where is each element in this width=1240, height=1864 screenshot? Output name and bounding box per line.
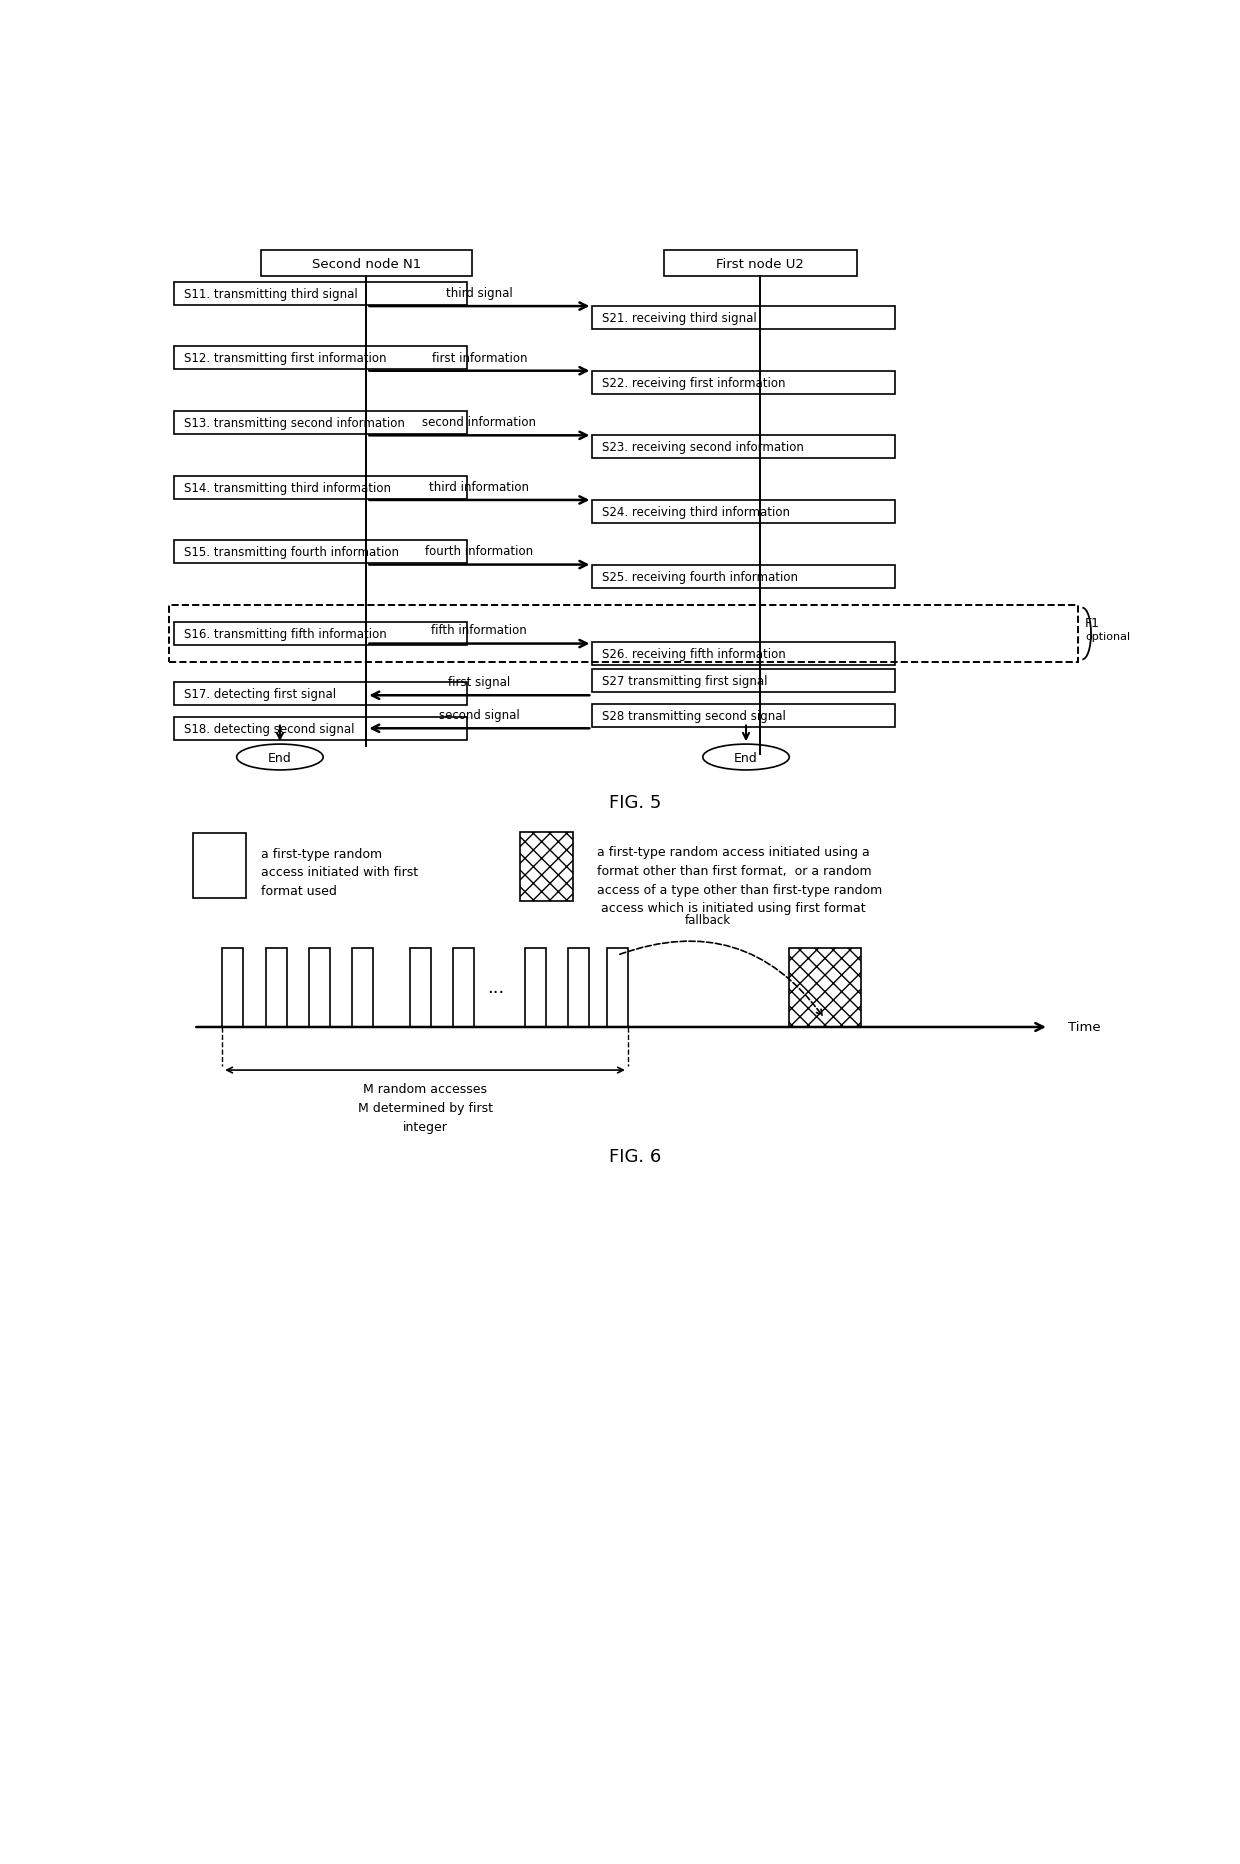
Ellipse shape bbox=[237, 746, 324, 770]
Text: format used: format used bbox=[260, 885, 336, 898]
Text: fourth information: fourth information bbox=[425, 544, 533, 557]
Text: a first-type random: a first-type random bbox=[260, 848, 382, 861]
Text: End: End bbox=[734, 751, 758, 764]
Bar bbox=[593, 308, 895, 330]
Text: optional: optional bbox=[1085, 632, 1131, 641]
Bar bbox=[174, 682, 467, 706]
Text: S14. transmitting third information: S14. transmitting third information bbox=[184, 481, 391, 494]
Text: a first-type random access initiated using a: a first-type random access initiated usi… bbox=[596, 846, 869, 859]
Bar bbox=[265, 949, 286, 1027]
Text: S21. receiving third signal: S21. receiving third signal bbox=[601, 311, 756, 324]
Text: Second node N1: Second node N1 bbox=[311, 257, 422, 270]
Text: S28 transmitting second signal: S28 transmitting second signal bbox=[601, 710, 786, 723]
Bar bbox=[174, 412, 467, 434]
Bar bbox=[409, 949, 430, 1027]
Text: fallback: fallback bbox=[684, 913, 730, 926]
Text: S18. detecting second signal: S18. detecting second signal bbox=[184, 723, 355, 736]
Bar bbox=[174, 477, 467, 500]
Text: access of a type other than first-type random: access of a type other than first-type r… bbox=[596, 884, 883, 897]
Text: M random accesses: M random accesses bbox=[363, 1083, 487, 1096]
Bar bbox=[453, 949, 474, 1027]
Text: S24. receiving third information: S24. receiving third information bbox=[601, 505, 790, 518]
Text: Time: Time bbox=[1068, 1021, 1101, 1035]
Text: S22. receiving first information: S22. receiving first information bbox=[601, 377, 785, 390]
Text: first information: first information bbox=[432, 350, 527, 363]
Text: S27 transmitting first signal: S27 transmitting first signal bbox=[601, 675, 768, 688]
Bar bbox=[665, 252, 857, 276]
Bar bbox=[174, 283, 467, 306]
Bar bbox=[174, 718, 467, 740]
Text: first signal: first signal bbox=[448, 677, 511, 688]
Text: S12. transmitting first information: S12. transmitting first information bbox=[184, 352, 387, 365]
Text: integer: integer bbox=[403, 1120, 448, 1133]
Text: FIG. 5: FIG. 5 bbox=[609, 792, 662, 811]
Bar bbox=[170, 606, 1078, 664]
Text: First node U2: First node U2 bbox=[717, 257, 805, 270]
Text: third information: third information bbox=[429, 481, 529, 494]
Bar bbox=[593, 643, 895, 665]
Text: S11. transmitting third signal: S11. transmitting third signal bbox=[184, 287, 357, 300]
Bar bbox=[606, 949, 627, 1027]
Bar bbox=[568, 949, 589, 1027]
Text: S17. detecting first signal: S17. detecting first signal bbox=[184, 688, 336, 701]
Text: S16. transmitting fifth information: S16. transmitting fifth information bbox=[184, 628, 387, 641]
Bar bbox=[174, 623, 467, 645]
Bar bbox=[174, 347, 467, 371]
Bar bbox=[593, 436, 895, 459]
Bar bbox=[593, 705, 895, 727]
Text: S26. receiving fifth information: S26. receiving fifth information bbox=[601, 649, 786, 660]
Text: S25. receiving fourth information: S25. receiving fourth information bbox=[601, 570, 797, 583]
Text: access initiated with first: access initiated with first bbox=[260, 867, 418, 880]
Bar bbox=[593, 501, 895, 524]
Bar bbox=[593, 565, 895, 589]
Bar bbox=[260, 252, 472, 276]
Bar bbox=[352, 949, 373, 1027]
Bar bbox=[789, 949, 862, 1027]
Bar bbox=[309, 949, 330, 1027]
Text: End: End bbox=[268, 751, 291, 764]
Text: FIG. 6: FIG. 6 bbox=[609, 1148, 662, 1165]
Text: fifth information: fifth information bbox=[432, 624, 527, 637]
Bar bbox=[525, 949, 546, 1027]
Text: ...: ... bbox=[487, 979, 505, 997]
Text: S23. receiving second information: S23. receiving second information bbox=[601, 442, 804, 455]
Ellipse shape bbox=[703, 746, 789, 770]
Text: S15. transmitting fourth information: S15. transmitting fourth information bbox=[184, 546, 399, 559]
Text: third signal: third signal bbox=[446, 287, 512, 300]
Text: F1: F1 bbox=[1085, 617, 1100, 630]
Text: access which is initiated using first format: access which is initiated using first fo… bbox=[596, 902, 866, 915]
Text: second information: second information bbox=[423, 416, 537, 429]
Text: M determined by first: M determined by first bbox=[357, 1102, 492, 1115]
Bar bbox=[222, 949, 243, 1027]
Bar bbox=[593, 669, 895, 693]
Text: second signal: second signal bbox=[439, 708, 520, 721]
Bar bbox=[193, 833, 247, 898]
Bar bbox=[593, 371, 895, 395]
Text: S13. transmitting second information: S13. transmitting second information bbox=[184, 418, 404, 431]
Text: format other than first format,  or a random: format other than first format, or a ran… bbox=[596, 865, 872, 878]
Bar bbox=[174, 541, 467, 563]
Bar bbox=[521, 831, 573, 900]
